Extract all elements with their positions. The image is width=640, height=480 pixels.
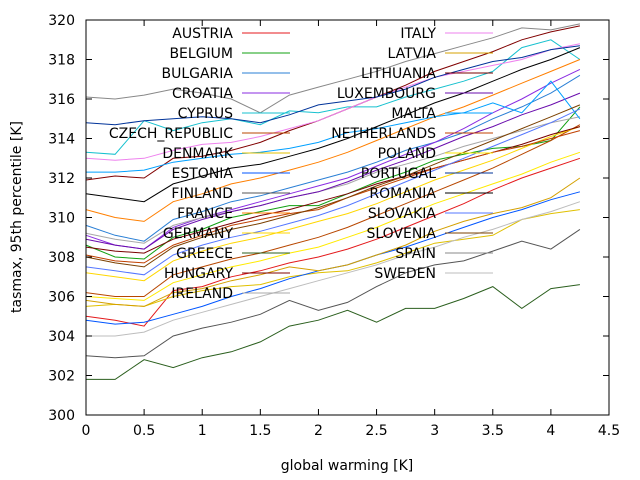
series-lines [85, 23, 581, 380]
legend-label-france: FRANCE [177, 206, 233, 222]
y-tick-label: 316 [48, 92, 75, 108]
y-tick-label: 318 [48, 53, 75, 69]
legend-label-sweden: SWEDEN [374, 266, 436, 282]
series-line-portugal [85, 45, 580, 126]
series-line-romania [85, 47, 581, 203]
legend-label-greece: GREECE [176, 246, 233, 262]
legend-label-croatia: CROATIA [172, 86, 233, 102]
series-line-netherlands [85, 130, 581, 264]
y-tick-label: 314 [48, 132, 75, 148]
series-line-slovenia [85, 104, 581, 268]
legend-label-luxembourg: LUXEMBOURG [337, 86, 436, 102]
x-tick-label: 4 [546, 423, 555, 439]
series-line-poland [85, 151, 581, 301]
legend: AUSTRIA BELGIUM BULGARIA CROATIA CYPRUS CZECH… [109, 26, 493, 302]
legend-label-slovakia: SLOVAKIA [368, 206, 437, 222]
legend-label-czech-republic: CZECH_REPUBLIC [109, 126, 233, 142]
series-line-croatia [85, 68, 581, 250]
legend-label-germany: GERMANY [163, 226, 234, 242]
y-axis: 300 302 304 306 308 310 312 314 316 318 320 [48, 13, 609, 424]
x-tick-label: 2.5 [365, 423, 387, 439]
series-line-finland [85, 228, 581, 359]
legend-label-estonia: ESTONIA [172, 166, 234, 182]
series-line-latvia [85, 177, 581, 307]
legend-label-poland: POLAND [378, 146, 436, 162]
series-line-lithuania [85, 126, 581, 254]
legend-label-netherlands: NETHERLANDS [331, 126, 436, 142]
x-tick-label: 1 [198, 423, 207, 439]
legend-label-slovenia: SLOVENIA [366, 226, 436, 242]
legend-label-lithuania: LITHUANIA [361, 66, 436, 82]
series-line-malta [86, 80, 581, 173]
legend-label-latvia: LATVIA [388, 46, 437, 62]
series-line-austria [85, 157, 581, 327]
x-tick-label: 0 [82, 423, 91, 439]
series-line-bulgaria [85, 74, 581, 242]
x-axis: 0 0.5 1 1.5 2 2.5 3 3.5 4 4.5 [82, 20, 620, 439]
legend-label-romania: ROMANIA [369, 186, 436, 202]
series-line-germany [85, 126, 581, 282]
legend-label-finland: FINLAND [171, 186, 233, 202]
legend-label-spain: SPAIN [395, 246, 436, 262]
series-line-denmark [85, 209, 580, 307]
series-line-luxembourg [85, 92, 581, 250]
y-axis-label: tasmax, 95th percentile [K] [9, 121, 25, 313]
series-line-spain [85, 23, 581, 114]
x-axis-label: global warming [K] [281, 458, 414, 474]
x-tick-label: 3 [430, 423, 439, 439]
series-line-belgium [85, 106, 581, 260]
legend-label-malta: MALTA [391, 106, 436, 122]
series-line-ireland [85, 116, 580, 244]
legend-label-italy: ITALY [400, 26, 436, 42]
legend-label-austria: AUSTRIA [172, 26, 233, 42]
legend-label-belgium: BELGIUM [169, 46, 233, 62]
series-line-estonia [85, 191, 581, 325]
y-tick-label: 302 [48, 369, 75, 385]
series-line-sweden [86, 201, 581, 337]
legend-label-hungary: HUNGARY [164, 266, 234, 282]
series-line-czech-republic [85, 124, 581, 297]
x-tick-label: 0.5 [133, 423, 155, 439]
legend-label-ireland: IRELAND [171, 286, 233, 302]
series-line-cyprus [85, 39, 581, 155]
x-tick-label: 3.5 [482, 423, 504, 439]
series-line-greece [86, 284, 580, 380]
y-tick-label: 320 [48, 13, 75, 29]
y-tick-label: 300 [48, 408, 75, 424]
x-tick-label: 4.5 [598, 423, 620, 439]
x-tick-label: 1.5 [249, 423, 271, 439]
legend-label-cyprus: CYPRUS [178, 106, 233, 122]
y-tick-label: 312 [48, 171, 75, 187]
series-line-france [85, 59, 581, 222]
y-tick-label: 310 [48, 211, 75, 227]
y-tick-label: 306 [48, 290, 75, 306]
y-tick-label: 308 [48, 250, 75, 266]
y-tick-label: 304 [48, 329, 75, 345]
legend-label-portugal: PORTUGAL [361, 166, 436, 182]
legend-label-bulgaria: BULGARIA [161, 66, 233, 82]
series-line-italy [85, 43, 580, 161]
legend-label-denmark: DENMARK [162, 146, 233, 162]
series-line-slovakia [85, 108, 581, 276]
x-tick-label: 2 [314, 423, 323, 439]
